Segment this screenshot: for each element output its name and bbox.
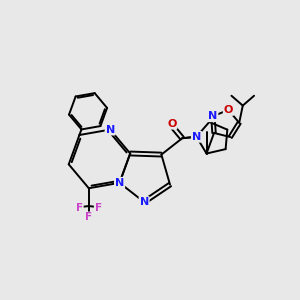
Text: F: F (95, 202, 102, 213)
Text: F: F (85, 212, 92, 222)
Text: N: N (106, 124, 115, 135)
Text: N: N (140, 197, 149, 207)
Text: N: N (208, 111, 218, 121)
Text: N: N (115, 178, 124, 188)
Text: N: N (192, 132, 201, 142)
Text: N: N (115, 178, 124, 188)
Text: O: O (224, 105, 233, 115)
Text: O: O (167, 119, 176, 129)
Text: F: F (76, 202, 83, 213)
